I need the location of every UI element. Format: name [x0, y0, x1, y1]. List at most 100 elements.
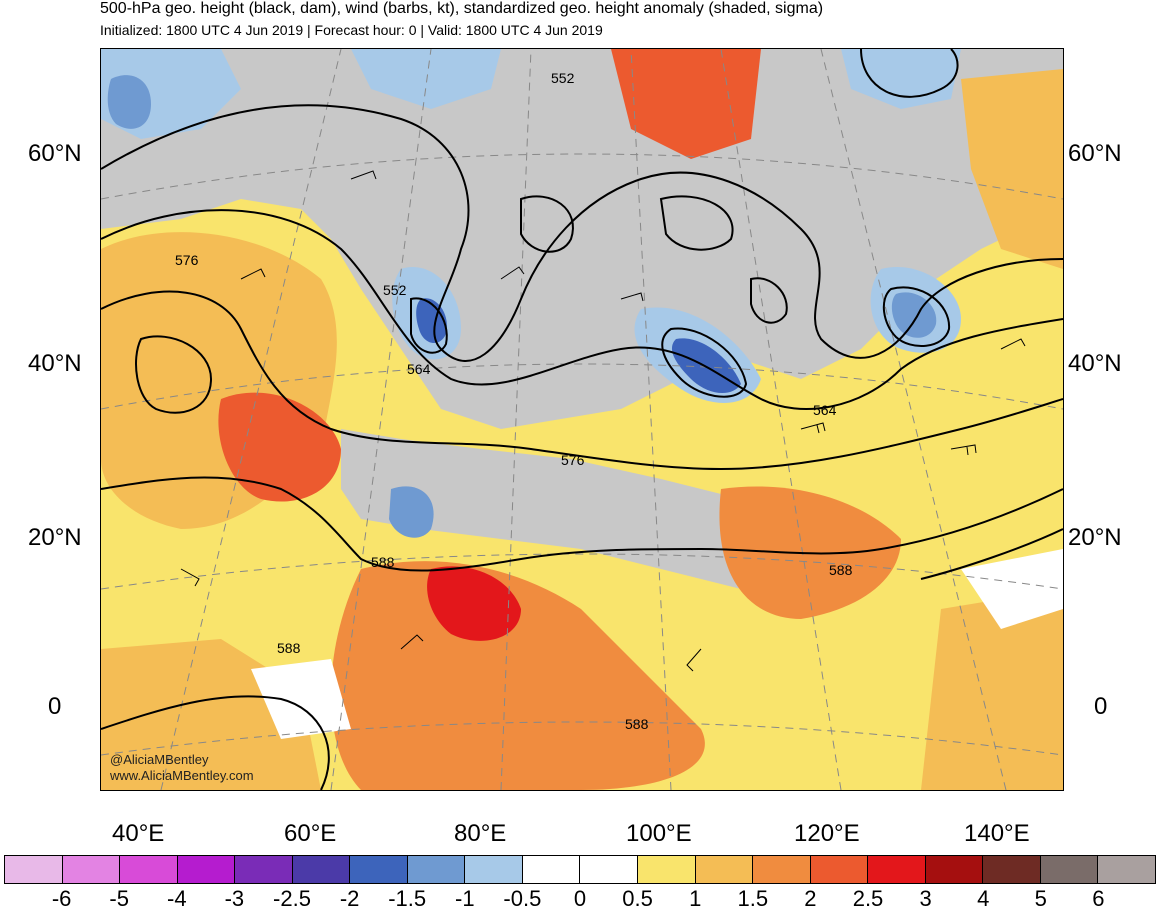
colorbar-label: -1 [455, 886, 475, 911]
contour-closed-low-central [410, 297, 448, 354]
contour-closed-low-east [661, 327, 748, 398]
colorbar-label: -3 [224, 886, 245, 911]
height-contours [101, 49, 1063, 790]
graticule-140e [820, 49, 1007, 790]
colorbar-label: -4 [167, 886, 187, 911]
shading-white-pacific [961, 549, 1063, 629]
shading-blue-north [351, 49, 501, 109]
colorbar-label: 2 [804, 886, 817, 911]
graticule-60e [330, 49, 432, 790]
colorbar-label: -6 [51, 886, 72, 911]
colorbar-label: -5 [109, 886, 129, 911]
lat-label-left: 40°N [28, 350, 82, 377]
contour-564 [101, 209, 1063, 410]
wind-barb [500, 266, 525, 280]
map-panel: 552 576 552 564 564 576 588 588 588 588 [100, 48, 1064, 791]
graticule-40e [160, 49, 342, 790]
lon-label: 80°E [454, 820, 507, 847]
colorbar-box [177, 856, 236, 883]
lon-label: 100°E [626, 820, 692, 847]
colorbar-box [350, 856, 408, 883]
contour-closed-low-northeast [860, 49, 959, 98]
lat-label-right: 40°N [1068, 350, 1122, 377]
contour-closed-high-north [520, 195, 574, 253]
colorbar-box [1098, 856, 1155, 883]
lon-label: 120°E [794, 820, 860, 847]
colorbar-box [62, 856, 121, 883]
wind-barb [686, 648, 702, 672]
wind-barbs [180, 170, 1026, 672]
graticule-40n [101, 363, 1063, 410]
credit-url: www.AliciaMBentley.com [110, 768, 254, 783]
colorbar-box [5, 856, 63, 883]
lat-label-right: 60°N [1068, 140, 1122, 167]
lat-label-right: 20°N [1068, 524, 1122, 551]
wind-barb [800, 422, 826, 434]
wind-barb [950, 444, 977, 456]
colorbar-box [983, 856, 1041, 883]
contour-closed-low-west [135, 335, 213, 414]
contour-576 [101, 290, 1063, 471]
contour-588-south [101, 695, 330, 790]
contour-label: 588 [829, 562, 853, 578]
colorbar-box [407, 856, 466, 883]
lat-label-left: 0 [48, 693, 62, 720]
shading-darkorange-west [218, 392, 341, 502]
graticule-80e [500, 49, 532, 790]
shading-darkorange-north [611, 49, 761, 159]
colorbar-box [465, 856, 523, 883]
colorbar-box [292, 856, 351, 883]
lat-label-right: 0 [1094, 693, 1108, 720]
contour-label: 588 [625, 716, 649, 732]
colorbar-box [580, 856, 639, 883]
lon-label: 60°E [284, 820, 337, 847]
wind-barb [400, 634, 424, 650]
contour-552 [101, 104, 1063, 362]
colorbar [4, 855, 1156, 884]
shading-red-bay [427, 566, 521, 641]
credit-handle: @AliciaMBentley [110, 752, 209, 767]
colorbar-label: 6 [1092, 886, 1105, 911]
map-canvas: 552 576 552 564 564 576 588 588 588 588 [101, 49, 1063, 790]
contour-label: 576 [561, 452, 585, 468]
contour-closed-low-mongolia [659, 195, 734, 251]
graticule [101, 49, 1063, 790]
colorbar-box [638, 856, 696, 883]
wind-barb [240, 268, 266, 280]
shading-blue-nw-core [107, 75, 151, 129]
shading-orange-northeast [961, 69, 1063, 269]
colorbar-box [1040, 856, 1099, 883]
lon-label: 140°E [964, 820, 1030, 847]
wind-barb [1000, 338, 1026, 350]
colorbar-label: -1.5 [388, 886, 427, 911]
wind-barb [350, 170, 377, 180]
colorbar-label: 0 [573, 886, 587, 911]
colorbar-label: -0.5 [503, 886, 542, 911]
graticule-60n [101, 153, 1063, 200]
contour-label: 588 [371, 554, 395, 570]
contour-label: 552 [551, 70, 575, 86]
graticule-100e [630, 49, 672, 790]
contour-label: 552 [383, 282, 407, 298]
wind-barb [180, 568, 200, 587]
colorbar-label: -2.5 [273, 886, 311, 911]
contour-label: 576 [175, 252, 199, 268]
colorbar-box [810, 856, 869, 883]
colorbar-label: 3 [919, 886, 932, 911]
colorbar-label: 1 [689, 886, 702, 911]
colorbar-label: 4 [977, 886, 990, 911]
contour-588 [101, 476, 1063, 572]
colorbar-box [695, 856, 754, 883]
map-subtitle: Initialized: 1800 UTC 4 Jun 2019 | Forec… [100, 22, 603, 38]
contour-label: 588 [277, 640, 301, 656]
wind-barb [620, 292, 644, 302]
contour-closed-high-china [750, 277, 788, 324]
colorbar-box [753, 856, 811, 883]
shading-blue-trough-east-core [671, 338, 741, 394]
colorbar-label: 0.5 [622, 886, 653, 911]
map-title: 500-hPa geo. height (black, dam), wind (… [100, 0, 824, 17]
contour-value-labels: 552 576 552 564 564 576 588 588 588 588 [175, 70, 853, 732]
shading-orange-indian-ocean [331, 561, 705, 790]
colorbar-label: 2.5 [852, 886, 884, 911]
lon-label: 40°E [112, 820, 165, 847]
